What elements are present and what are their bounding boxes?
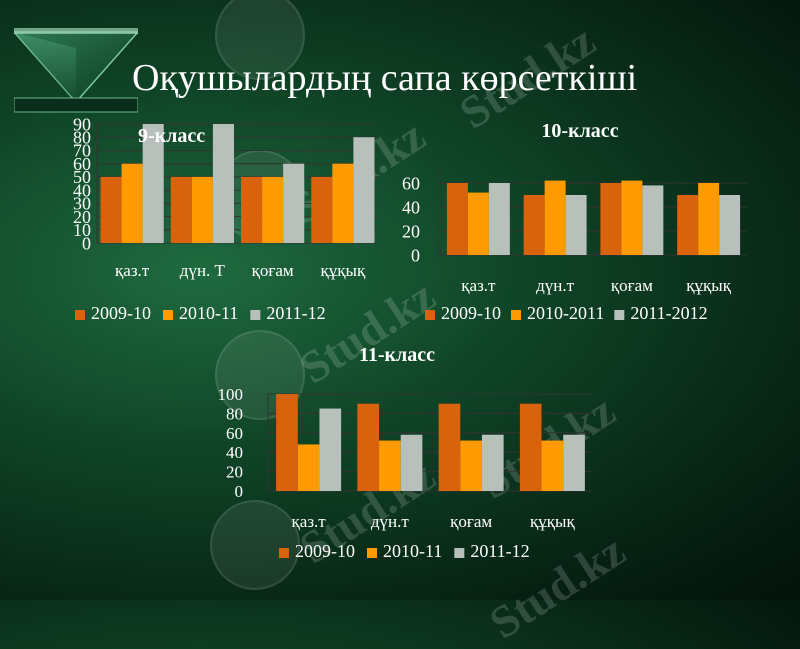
- y-tick-label: 60: [226, 424, 243, 443]
- y-tick-label: 40: [73, 180, 91, 200]
- bar: [262, 176, 284, 243]
- x-tick-label: дүн. Т: [180, 261, 226, 280]
- legend-swatch: [163, 310, 173, 320]
- bar: [677, 195, 699, 255]
- y-tick-label: 80: [226, 404, 243, 423]
- legend-label: 2009-10: [91, 303, 151, 323]
- bar: [544, 180, 566, 255]
- y-tick-label: 20: [402, 221, 420, 241]
- bar: [121, 163, 143, 243]
- bar: [523, 195, 545, 255]
- y-tick-label: 90: [73, 114, 91, 134]
- legend-swatch: [75, 310, 85, 320]
- bar: [191, 176, 213, 243]
- bar: [297, 444, 320, 491]
- x-tick-label: дүн.т: [371, 512, 409, 531]
- bar: [400, 434, 423, 491]
- watermark-emblem: [215, 0, 305, 80]
- slide-title: Оқушылардың сапа көрсеткіші: [132, 57, 638, 99]
- bar: [563, 434, 585, 491]
- y-tick-label: 80: [73, 128, 91, 148]
- legend-label: 2011-2012: [630, 303, 707, 323]
- bar: [698, 183, 720, 255]
- x-tick-label: қаз.т: [292, 512, 327, 531]
- bar: [481, 434, 504, 491]
- y-tick-label: 0: [411, 245, 420, 265]
- bar: [460, 440, 482, 491]
- legend-swatch: [367, 548, 377, 558]
- legend-label: 2011-12: [266, 303, 325, 323]
- legend-label: 2009-10: [441, 303, 501, 323]
- y-tick-label: 0: [235, 482, 244, 501]
- pyramid-logo: [14, 28, 138, 113]
- bar: [311, 176, 333, 243]
- bar: [379, 440, 401, 491]
- chart-10-class: 0 20 40 60 қаз.т дүн.т қоғам құқық 10-класс 2009-…: [402, 120, 747, 323]
- bar: [642, 185, 664, 255]
- bar: [621, 180, 643, 255]
- legend-label: 2009-10: [295, 541, 355, 561]
- bar: [357, 403, 380, 491]
- legend-swatch: [250, 310, 261, 320]
- y-tick-label: 20: [73, 207, 91, 227]
- x-tick-label: қаз.т: [115, 261, 150, 280]
- y-tick-label: 0: [82, 233, 91, 253]
- y-tick-label: 70: [73, 141, 91, 161]
- bar: [519, 403, 542, 491]
- watermark-emblem: [210, 500, 300, 590]
- bar: [541, 440, 564, 491]
- bar: [446, 183, 468, 255]
- x-tick-label: қаз.т: [461, 276, 496, 295]
- y-tick-label: 30: [73, 194, 91, 214]
- x-tick-label: құқық: [530, 512, 575, 531]
- chart-title: 9-класс: [138, 125, 205, 147]
- bar: [170, 176, 192, 243]
- y-tick-label: 20: [226, 463, 243, 482]
- y-tick-label: 40: [226, 443, 243, 462]
- y-tick-label: 100: [218, 385, 244, 404]
- bar: [100, 176, 122, 243]
- bar: [467, 192, 489, 255]
- y-tick-label: 10: [73, 220, 91, 240]
- legend-swatch: [614, 310, 625, 320]
- bar: [332, 163, 354, 243]
- x-tick-label: құқық: [686, 276, 731, 295]
- legend-swatch: [511, 310, 521, 320]
- legend-swatch: [425, 310, 435, 320]
- bar: [565, 195, 587, 255]
- chart-title: 11-класс: [359, 344, 435, 366]
- x-tick-label: қоғам: [450, 512, 492, 531]
- y-tick-label: 40: [402, 197, 420, 217]
- bar: [142, 124, 164, 243]
- bar: [488, 183, 510, 255]
- legend-swatch: [279, 548, 289, 558]
- bar: [241, 176, 263, 243]
- bar: [319, 408, 342, 491]
- legend-label: 2011-12: [470, 541, 529, 561]
- bar: [353, 137, 375, 243]
- legend-swatch: [454, 548, 465, 558]
- legend-label: 2010-11: [383, 541, 442, 561]
- x-tick-label: қоғам: [611, 276, 653, 295]
- chart-title: 10-класс: [541, 120, 618, 142]
- bar: [438, 403, 461, 491]
- bar: [212, 124, 234, 243]
- bar: [283, 163, 305, 243]
- x-tick-label: құқық: [321, 261, 366, 280]
- bar: [276, 394, 298, 491]
- legend-label: 2010-2011: [527, 303, 604, 323]
- x-tick-label: дүн.т: [536, 276, 574, 295]
- y-tick-label: 60: [73, 154, 91, 174]
- bar: [719, 195, 741, 255]
- bar: [600, 183, 622, 255]
- slide: Stud.kz Stud.kz Stud.kz Stud.kz Stud.kz …: [14, 0, 747, 590]
- y-tick-label: 50: [73, 167, 91, 187]
- legend-label: 2010-11: [179, 303, 238, 323]
- y-tick-label: 60: [402, 173, 420, 193]
- x-tick-label: қоғам: [252, 261, 294, 280]
